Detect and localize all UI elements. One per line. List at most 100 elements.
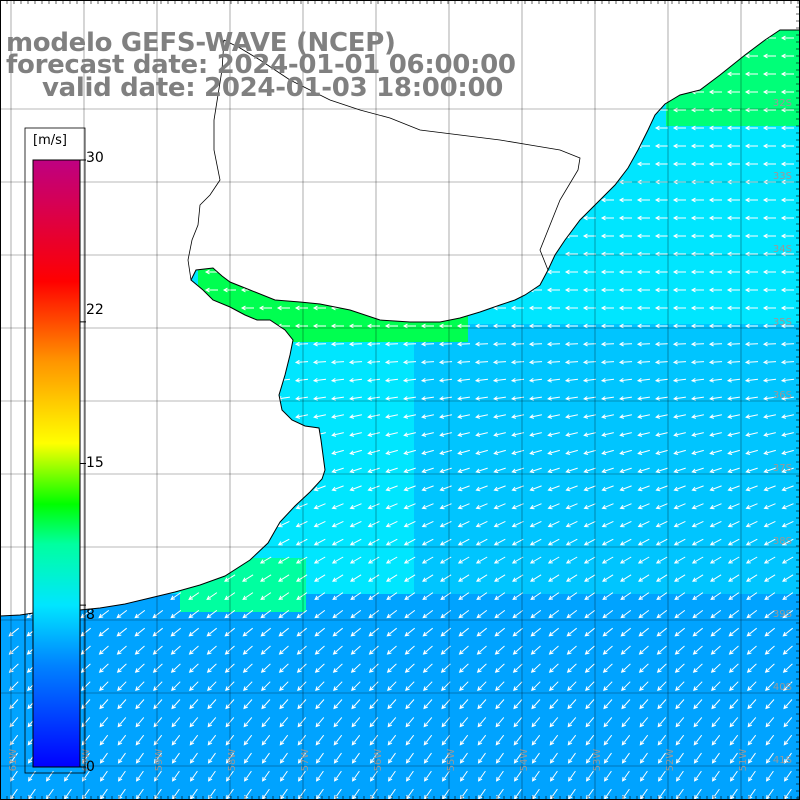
wind-arrow — [457, 449, 470, 455]
wind-arrow — [655, 467, 668, 474]
wind-arrow — [332, 663, 343, 673]
wind-arrow — [242, 627, 254, 637]
latitude-tick-label: 35S — [773, 317, 792, 328]
wind-speed-cell — [558, 594, 577, 613]
wind-speed-cell — [648, 378, 667, 397]
wind-speed-cell — [450, 666, 469, 685]
wind-arrow — [564, 287, 578, 293]
wind-speed-cell — [630, 576, 649, 595]
wind-speed-cell — [450, 756, 469, 775]
wind-arrow — [657, 752, 666, 764]
wind-arrow — [582, 341, 597, 347]
wind-speed-cell — [540, 432, 559, 451]
wind-speed-cell — [252, 738, 271, 757]
wind-arrow — [99, 752, 108, 764]
wind-speed-cell — [792, 792, 800, 800]
wind-speed-cell — [738, 90, 757, 109]
wind-speed-cell — [486, 342, 505, 361]
wind-arrow — [709, 414, 722, 419]
wind-arrow — [726, 341, 741, 347]
wind-arrow — [403, 449, 416, 455]
wind-arrow — [297, 681, 307, 692]
wind-speed-cell — [792, 594, 800, 613]
wind-arrow — [711, 752, 720, 764]
wind-arrow — [384, 359, 399, 365]
wind-speed-cell — [414, 666, 433, 685]
wind-arrow — [387, 717, 397, 728]
wind-speed-cell — [684, 396, 703, 415]
wind-arrow — [189, 752, 198, 764]
wind-speed-cell — [18, 702, 37, 721]
wind-arrow — [780, 323, 794, 329]
wind-arrow — [493, 520, 506, 528]
wind-speed-cell — [792, 612, 800, 631]
wind-speed-cell — [198, 738, 217, 757]
wind-speed-cell — [594, 468, 613, 487]
wind-arrow — [691, 520, 704, 528]
wind-arrow — [442, 788, 450, 800]
wind-arrow — [406, 770, 414, 782]
wind-speed-cell — [684, 486, 703, 505]
wind-arrow — [314, 663, 325, 673]
wind-arrow — [762, 305, 776, 311]
wind-arrow — [690, 215, 704, 221]
wind-speed-cell — [774, 522, 793, 541]
wind-speed-cell — [792, 648, 800, 667]
wind-arrow — [262, 770, 270, 782]
wind-speed-cell — [666, 612, 685, 631]
wind-arrow — [474, 377, 489, 383]
wind-arrow — [438, 359, 453, 365]
wind-arrow — [512, 663, 523, 673]
wind-arrow — [710, 592, 722, 600]
wind-speed-cell — [288, 702, 307, 721]
wind-speed-cell — [756, 522, 775, 541]
wind-speed-cell — [198, 792, 217, 800]
wind-arrow — [619, 520, 632, 528]
wind-arrow — [367, 538, 380, 546]
wind-speed-cell — [756, 414, 775, 433]
wind-arrow — [728, 574, 740, 582]
wind-arrow — [692, 592, 704, 600]
wind-speed-cell — [738, 450, 757, 469]
wind-arrow — [748, 770, 756, 782]
wind-speed-cell — [414, 738, 433, 757]
wind-speed-cell — [774, 216, 793, 235]
wind-speed-cell — [756, 72, 775, 91]
wind-arrow — [350, 627, 362, 637]
wind-arrow — [476, 663, 487, 673]
wind-speed-cell — [774, 324, 793, 343]
wind-speed-cell — [216, 702, 235, 721]
wind-speed-cell — [360, 342, 379, 361]
wind-arrow — [655, 556, 668, 564]
wind-speed-cell — [486, 576, 505, 595]
wind-speed-cell — [378, 666, 397, 685]
wind-arrow — [81, 681, 91, 692]
wind-arrow — [603, 717, 613, 728]
wind-speed-cell — [666, 648, 685, 667]
wind-speed-cell — [90, 630, 109, 649]
wind-arrow — [206, 627, 218, 637]
wind-arrow — [495, 734, 505, 746]
wind-arrow — [207, 734, 217, 746]
wind-speed-cell — [270, 306, 289, 325]
wind-arrow — [583, 414, 596, 419]
wind-speed-cell — [684, 342, 703, 361]
wind-speed-cell — [648, 342, 667, 361]
wind-speed-cell — [702, 180, 721, 199]
wind-arrow — [207, 717, 217, 728]
wind-arrow — [744, 287, 758, 293]
wind-speed-cell — [486, 378, 505, 397]
wind-speed-cell — [468, 540, 487, 559]
wind-arrow — [726, 233, 740, 239]
wind-speed-cell — [468, 792, 487, 800]
wind-arrow — [189, 699, 199, 710]
wind-speed-cell — [378, 738, 397, 757]
wind-arrow — [420, 359, 435, 365]
wind-arrow — [780, 143, 794, 149]
wind-arrow — [566, 627, 578, 637]
wind-speed-cell — [414, 774, 433, 793]
wind-speed-cell — [756, 540, 775, 559]
wind-arrow — [744, 89, 758, 95]
wind-arrow — [386, 627, 398, 637]
wind-arrow — [351, 681, 361, 692]
